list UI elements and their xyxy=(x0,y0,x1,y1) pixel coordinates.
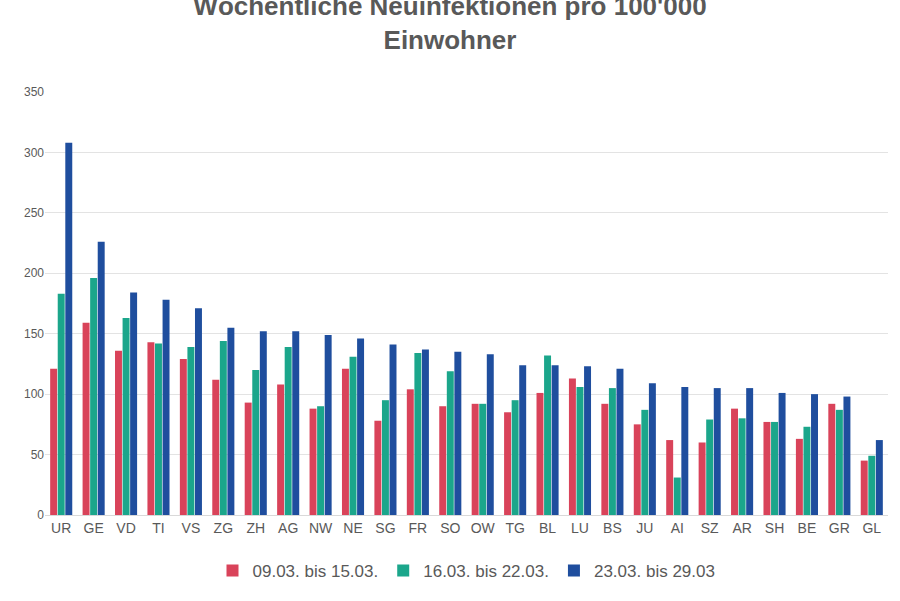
svg-text:AI: AI xyxy=(671,520,684,536)
svg-text:VS: VS xyxy=(182,520,201,536)
svg-text:100: 100 xyxy=(24,387,44,401)
svg-text:TI: TI xyxy=(152,520,164,536)
svg-text:OW: OW xyxy=(471,520,496,536)
svg-text:200: 200 xyxy=(24,266,44,280)
svg-text:LU: LU xyxy=(571,520,589,536)
svg-text:0: 0 xyxy=(37,508,44,522)
svg-text:GE: GE xyxy=(84,520,104,536)
svg-text:GL: GL xyxy=(862,520,881,536)
svg-text:TG: TG xyxy=(505,520,524,536)
svg-text:09.03. bis 15.03.: 09.03. bis 15.03. xyxy=(253,562,379,581)
svg-text:BL: BL xyxy=(539,520,556,536)
svg-text:UR: UR xyxy=(51,520,71,536)
svg-text:ZH: ZH xyxy=(246,520,265,536)
svg-text:ZG: ZG xyxy=(214,520,233,536)
svg-text:SZ: SZ xyxy=(701,520,719,536)
svg-text:250: 250 xyxy=(24,206,44,220)
svg-text:SG: SG xyxy=(375,520,395,536)
svg-text:50: 50 xyxy=(31,448,45,462)
svg-text:Wöchentliche Neuinfektionen pr: Wöchentliche Neuinfektionen pro 100'000E… xyxy=(193,0,706,55)
svg-text:BE: BE xyxy=(798,520,817,536)
svg-text:NW: NW xyxy=(309,520,333,536)
svg-text:VD: VD xyxy=(116,520,135,536)
svg-text:NE: NE xyxy=(343,520,362,536)
svg-text:23.03. bis 29.03: 23.03. bis 29.03 xyxy=(594,562,715,581)
svg-text:AR: AR xyxy=(732,520,751,536)
svg-text:AG: AG xyxy=(278,520,298,536)
svg-text:FR: FR xyxy=(409,520,428,536)
svg-text:GR: GR xyxy=(829,520,850,536)
svg-text:150: 150 xyxy=(24,327,44,341)
svg-text:JU: JU xyxy=(636,520,653,536)
svg-text:300: 300 xyxy=(24,146,44,160)
svg-text:SO: SO xyxy=(440,520,460,536)
svg-text:16.03. bis 22.03.: 16.03. bis 22.03. xyxy=(423,562,549,581)
svg-text:SH: SH xyxy=(765,520,784,536)
svg-text:BS: BS xyxy=(603,520,622,536)
svg-text:350: 350 xyxy=(24,85,44,99)
